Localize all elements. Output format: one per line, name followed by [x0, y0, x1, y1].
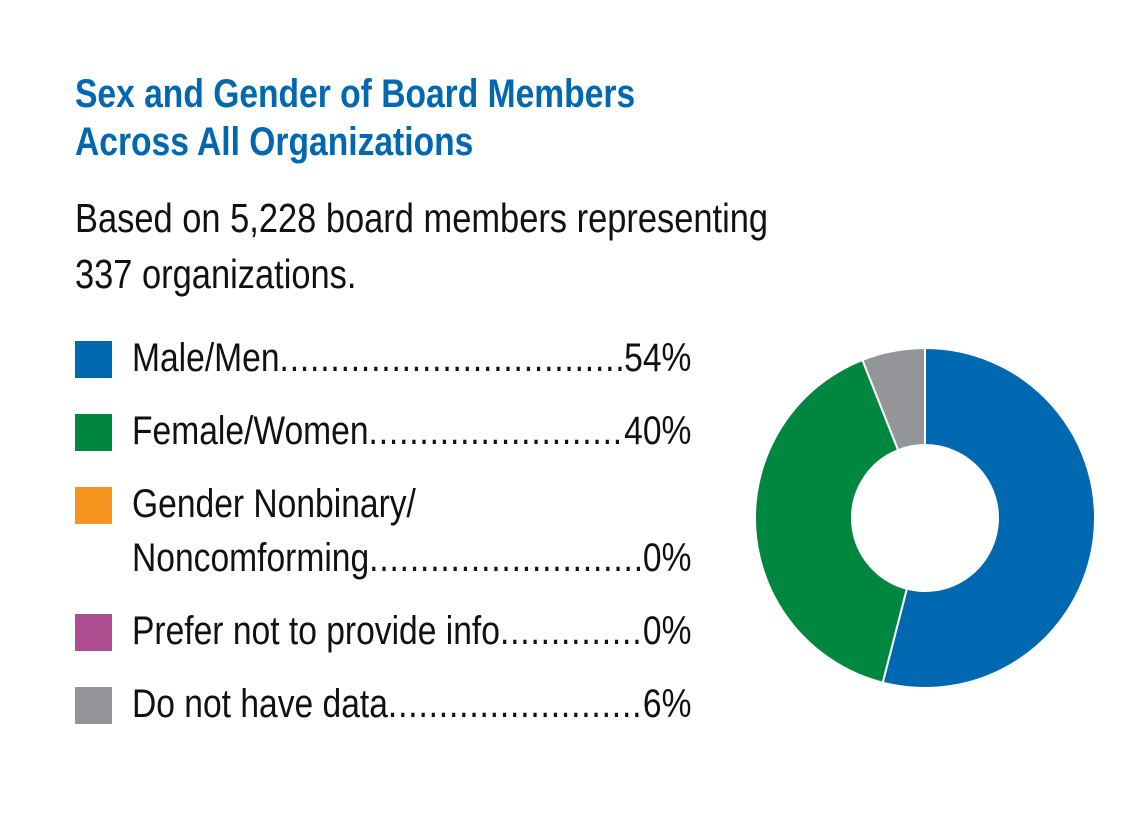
legend-label: Noncomforming [132, 536, 370, 580]
legend-label: Do not have data [132, 682, 388, 726]
legend-swatch-prefer-not [75, 614, 112, 651]
chart-title: Sex and Gender of Board Members Across A… [75, 70, 875, 166]
legend-value: 6% [642, 682, 692, 726]
legend-item-no-data: Do not have data........................… [132, 681, 692, 727]
title-line-2: Across All Organizations [75, 120, 474, 164]
legend-item-prefer-not: Prefer not to provide info..............… [132, 608, 692, 654]
legend-swatch-nonbinary [75, 487, 112, 524]
legend-value: 0% [642, 536, 692, 580]
legend-value: 40% [624, 409, 692, 453]
dot-leader: ........................................… [369, 536, 643, 580]
chart-subtitle: Based on 5,228 board members representin… [75, 190, 1035, 302]
legend-value: 54% [624, 336, 692, 380]
dot-leader: ........................................… [279, 336, 625, 380]
legend-label: Gender Nonbinary/ [132, 482, 416, 526]
legend-swatch-female [75, 414, 112, 451]
legend-label-line-1: Gender Nonbinary/ [132, 481, 470, 527]
legend-label: Male/Men [132, 336, 280, 380]
dot-leader: ........................................… [368, 409, 625, 453]
donut-slice-no-data [861, 346, 926, 452]
subtitle-line-2: 337 organizations. [75, 251, 357, 297]
legend-label: Female/Women [132, 409, 369, 453]
legend-swatch-male [75, 341, 112, 378]
dot-leader: ........................................… [387, 682, 643, 726]
legend-item-female: Female/Women............................… [132, 408, 692, 454]
donut-slice-female [754, 358, 909, 684]
donut-chart [754, 346, 1097, 689]
legend-swatch-no-data [75, 687, 112, 724]
legend-item-nonbinary: Noncomforming...........................… [132, 535, 692, 581]
legend-item-male: Male/Men................................… [132, 335, 692, 381]
donut-slice-male [881, 346, 1097, 689]
legend-label: Prefer not to provide info [132, 609, 500, 653]
legend-value: 0% [642, 609, 692, 653]
subtitle-line-1: Based on 5,228 board members representin… [75, 195, 769, 241]
title-line-1: Sex and Gender of Board Members [75, 72, 636, 116]
dot-leader: ........................................… [499, 609, 643, 653]
